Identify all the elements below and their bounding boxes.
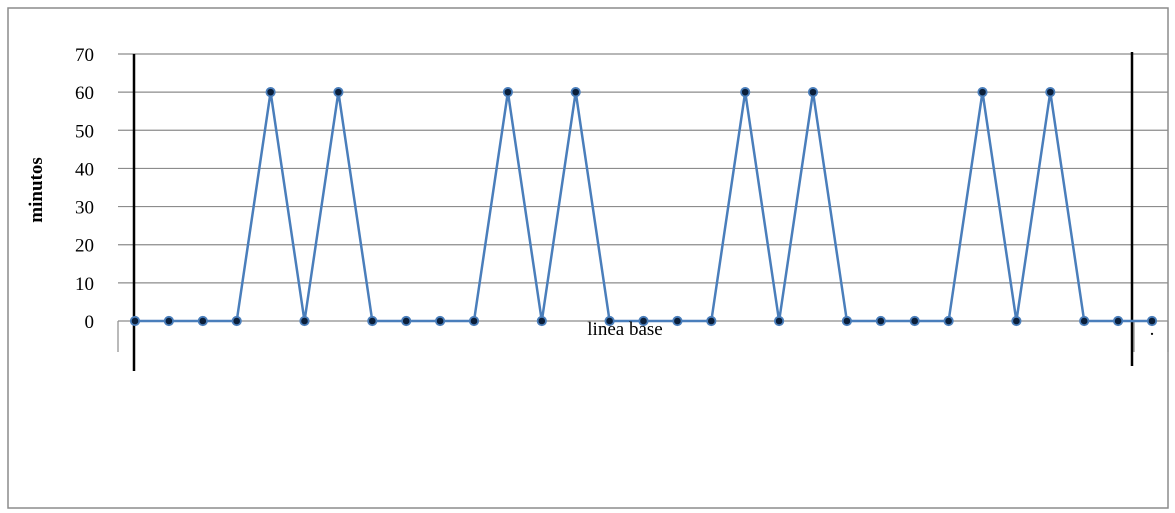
y-tick-label-30: 30 xyxy=(75,198,94,219)
data-point-20 xyxy=(773,315,785,327)
data-point-19 xyxy=(740,87,751,98)
data-point-18 xyxy=(706,315,717,327)
data-point-16 xyxy=(638,315,649,327)
y-tick-label-70: 70 xyxy=(75,45,94,66)
data-point-28 xyxy=(1045,87,1056,98)
data-point-4 xyxy=(231,315,242,327)
data-point-8 xyxy=(367,315,378,327)
phase-label-baseline: linea base xyxy=(587,319,662,340)
data-point-15 xyxy=(604,315,615,327)
data-point-14 xyxy=(570,87,581,98)
data-point-21 xyxy=(807,87,819,98)
chart-border xyxy=(7,7,1169,509)
y-axis-title: minutos xyxy=(26,157,47,222)
data-point-26 xyxy=(977,87,988,98)
data-point-30 xyxy=(1113,315,1124,327)
data-point-17 xyxy=(672,315,683,327)
data-point-3 xyxy=(197,315,208,327)
y-tick-label-40: 40 xyxy=(75,159,94,180)
category-table xyxy=(117,321,1169,352)
series-layer xyxy=(129,87,1158,327)
y-tick-label-60: 60 xyxy=(75,83,94,104)
data-point-13 xyxy=(536,315,547,327)
data-point-2 xyxy=(163,315,174,327)
data-point-27 xyxy=(1011,315,1022,327)
data-point-12 xyxy=(502,87,513,98)
data-point-23 xyxy=(875,315,886,327)
data-point-6 xyxy=(299,315,310,327)
y-tick-label-0: 0 xyxy=(85,312,95,333)
data-point-10 xyxy=(434,315,446,327)
data-point-7 xyxy=(333,87,344,98)
data-point-1 xyxy=(129,315,141,327)
data-point-11 xyxy=(468,315,480,327)
y-tick-labels: 0 10 20 30 40 50 60 70 xyxy=(75,45,94,333)
phase-label-dot: . xyxy=(1150,319,1155,340)
y-tick-label-10: 10 xyxy=(75,274,94,295)
data-point-5 xyxy=(265,87,276,98)
data-point-31 xyxy=(1146,315,1158,327)
y-tick-label-20: 20 xyxy=(75,236,94,257)
data-point-22 xyxy=(841,315,853,327)
data-point-24 xyxy=(909,315,920,327)
y-tick-label-50: 50 xyxy=(75,121,94,142)
data-point-25 xyxy=(943,315,954,327)
data-point-9 xyxy=(401,315,412,327)
data-point-29 xyxy=(1079,315,1090,327)
